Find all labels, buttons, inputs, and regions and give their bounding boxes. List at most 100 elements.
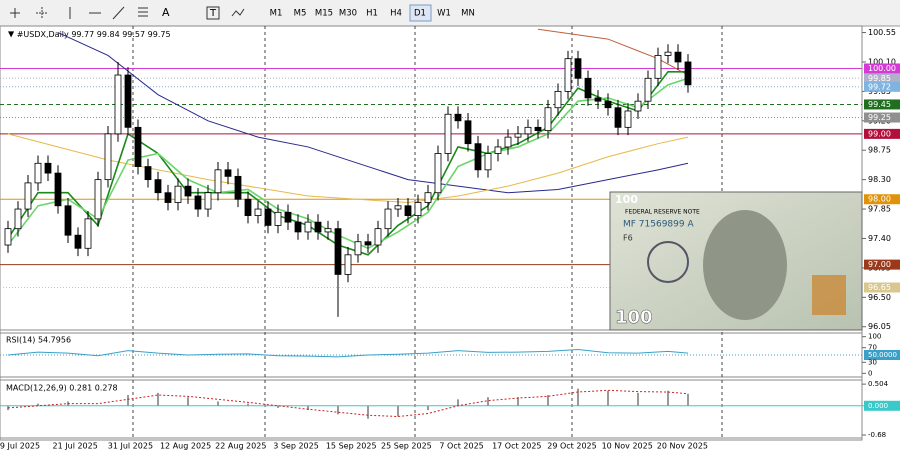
level-label-box [864, 259, 900, 270]
timeframe-button[interactable]: H4 [390, 9, 402, 19]
candle-body [84, 218, 92, 249]
candle-body [644, 77, 652, 102]
candle-body [154, 179, 162, 194]
candle-body [574, 58, 582, 79]
timeframe-button[interactable]: D1 [414, 9, 426, 19]
candle-body [374, 228, 382, 246]
candle-body [274, 211, 282, 226]
level-label-box [864, 128, 900, 139]
moving-average [57, 32, 689, 194]
x-tick-label: 9 Jul 2025 [0, 442, 40, 451]
candle-body [264, 208, 272, 226]
candle-body [464, 120, 472, 145]
x-tick-label: 29 Oct 2025 [547, 442, 596, 451]
level-label-box [864, 112, 900, 123]
candle-body [344, 254, 352, 275]
y-tick-label: 96.50 [868, 293, 891, 302]
x-tick-label: 31 Jul 2025 [108, 442, 153, 451]
candle-body [404, 205, 412, 216]
banknote-denomination: 100 [615, 307, 653, 328]
candle-body [414, 202, 422, 216]
level-label-box [864, 194, 900, 205]
timeframe-button[interactable]: MN [461, 9, 475, 19]
candle-body [184, 185, 192, 197]
x-tick-label: 7 Oct 2025 [439, 442, 483, 451]
level-label: 100.00 [868, 64, 896, 73]
candle-body [304, 221, 312, 233]
candle-body [494, 146, 502, 154]
timeframe-button[interactable]: H1 [366, 9, 378, 19]
level-label-box [864, 63, 900, 74]
candle-body [484, 153, 492, 171]
banknote-image: FEDERAL RESERVE NOTE MF 71569899 A F6 100 10… [609, 191, 863, 331]
y-tick-label: 0.000 [868, 402, 888, 410]
timeframe-button[interactable]: M5 [294, 9, 307, 19]
y-tick-label: 97.85 [868, 205, 891, 214]
moving-average [7, 70, 688, 256]
rsi-label: RSI(14) 54.7956 [6, 336, 71, 345]
banknote-title: FEDERAL RESERVE NOTE [625, 209, 700, 216]
y-tick-label: 97.40 [868, 234, 891, 243]
candle-body [94, 179, 102, 220]
candle-body [454, 113, 462, 122]
x-tick-label: 22 Aug 2025 [215, 442, 266, 451]
x-tick-label: 15 Sep 2025 [326, 442, 377, 451]
level-label: 98.00 [868, 195, 891, 204]
candle-body [54, 172, 62, 207]
candle-body [524, 126, 532, 135]
banknote-plate: F6 [623, 234, 633, 243]
y-tick-label: 100.10 [868, 57, 896, 66]
candle-body [564, 58, 572, 92]
level-label: 99.72 [868, 82, 891, 91]
candle-body [24, 182, 32, 210]
x-tick-label: 17 Oct 2025 [492, 442, 541, 451]
banknote-serial: MF 71569899 A [623, 220, 694, 230]
candle-body [554, 90, 562, 109]
candle-body [654, 55, 662, 79]
timeframe-button[interactable]: M30 [339, 9, 357, 19]
moving-average [537, 28, 689, 76]
candle-body [314, 221, 322, 233]
candle-body [74, 234, 82, 249]
timeframe-active [409, 4, 432, 22]
candle-body [674, 51, 682, 63]
timeframe-button[interactable]: M1 [270, 9, 283, 19]
candle-body [164, 192, 172, 203]
candle-body [594, 97, 602, 102]
candle-body [114, 74, 122, 135]
candle-body [324, 228, 332, 233]
candle-body [584, 77, 592, 99]
svg-text:T: T [209, 8, 217, 19]
candle-body [394, 205, 402, 210]
level-label: 99.00 [868, 129, 891, 138]
candle-body [254, 208, 262, 216]
y-tick-label: 50.0000 [868, 351, 897, 359]
y-tick-label: 0 [868, 369, 872, 377]
macd-label: MACD(12,26,9) 0.281 0.278 [6, 384, 118, 393]
candle-body [174, 185, 182, 203]
candle-body [534, 126, 542, 132]
candle-body [214, 169, 222, 194]
timeframe-button[interactable]: M15 [315, 9, 333, 19]
banknote-denomination: 100 [615, 193, 638, 206]
level-label-box [864, 73, 900, 84]
y-tick-label: 96.05 [868, 322, 891, 331]
candle-body [294, 221, 302, 233]
level-label-box [864, 282, 900, 293]
candle-body [514, 133, 522, 138]
y-tick-label: 100 [868, 333, 881, 341]
candle-body [124, 74, 132, 128]
timeframe-button[interactable]: W1 [437, 9, 451, 19]
candle-body [544, 107, 552, 132]
candle-body [204, 192, 212, 210]
candle-body [364, 241, 372, 246]
candle-body [604, 100, 612, 109]
candle-body [4, 228, 12, 246]
candle-body [684, 61, 692, 86]
y-tick-label: -0.68 [868, 431, 886, 439]
candle-body [64, 205, 72, 236]
candle-body [614, 107, 622, 128]
x-tick-label: 21 Jul 2025 [53, 442, 98, 451]
